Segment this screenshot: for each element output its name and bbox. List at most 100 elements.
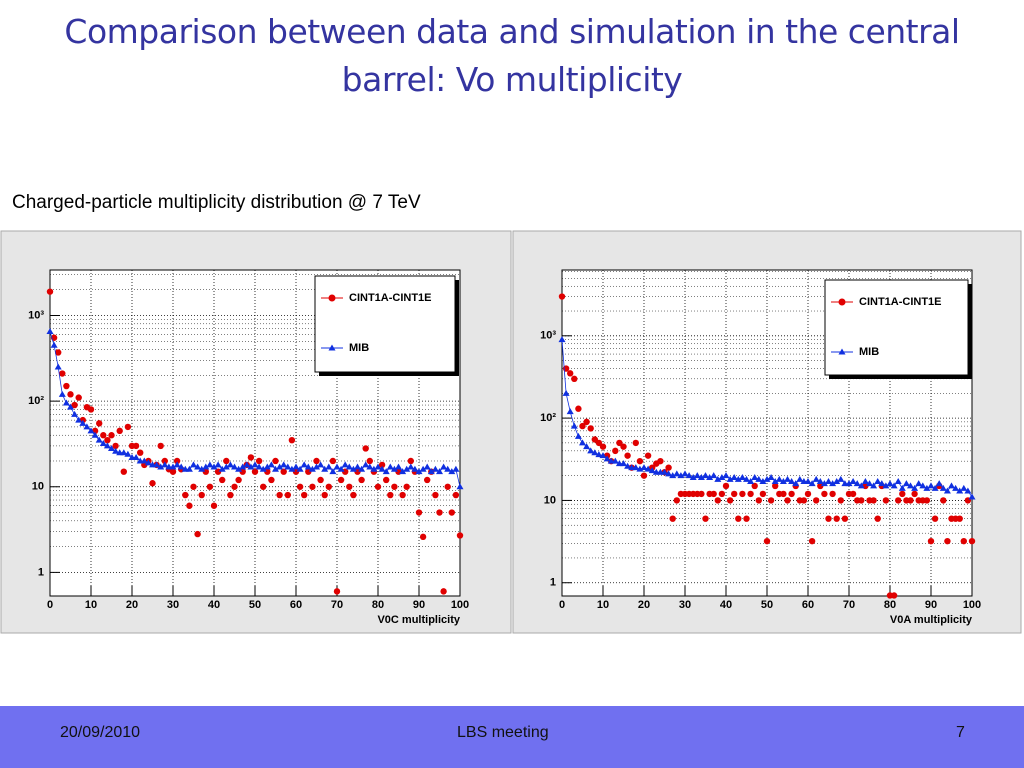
x-tick-label: 30: [167, 599, 179, 611]
y-tick-label: 10²: [28, 395, 44, 407]
data-point: [890, 482, 898, 489]
data-point: [796, 475, 804, 482]
data-point: [820, 480, 828, 487]
data-point: [288, 436, 296, 444]
y-tick-label: 10³: [540, 330, 556, 342]
data-point: [308, 465, 316, 472]
data-point: [743, 515, 750, 522]
data-point: [374, 463, 382, 470]
data-point: [284, 491, 291, 499]
data-point: [812, 475, 820, 482]
x-tick-label: 80: [372, 599, 384, 611]
data-point: [685, 472, 693, 479]
data-point: [346, 483, 353, 490]
data-point: [583, 443, 591, 450]
footer-event: LBS meeting: [457, 724, 549, 741]
data-point: [755, 497, 762, 504]
x-axis-label: V0A multiplicity: [890, 614, 973, 626]
data-point: [693, 472, 701, 479]
data-point: [231, 463, 238, 470]
data-point: [759, 490, 767, 498]
data-point: [358, 476, 365, 484]
data-point: [99, 440, 107, 447]
data-point: [968, 493, 976, 500]
data-point: [67, 403, 74, 410]
x-tick-label: 100: [963, 599, 981, 611]
data-point: [841, 515, 849, 522]
data-point: [153, 461, 161, 468]
data-point: [911, 484, 919, 491]
data-point: [866, 480, 873, 487]
data-point: [902, 480, 910, 487]
data-point: [231, 483, 238, 490]
x-tick-label: 80: [884, 599, 896, 611]
data-point: [566, 408, 574, 415]
data-point: [894, 477, 902, 484]
data-point: [247, 463, 255, 470]
data-point: [112, 442, 119, 450]
data-point: [644, 452, 652, 459]
data-point: [899, 490, 906, 498]
data-point: [313, 457, 320, 465]
data-point: [907, 497, 914, 504]
data-point: [574, 432, 582, 439]
data-point: [226, 461, 234, 468]
data-point: [714, 475, 722, 482]
data-point: [952, 484, 960, 491]
data-point: [640, 472, 648, 479]
data-point: [870, 497, 877, 504]
data-point: [853, 480, 861, 487]
data-point: [943, 487, 951, 494]
data-point: [624, 462, 632, 469]
data-point: [399, 468, 407, 475]
data-point: [870, 482, 878, 489]
y-tick-label: 1: [550, 577, 556, 589]
data-point: [190, 461, 197, 468]
data-point: [927, 482, 935, 489]
data-point: [772, 482, 779, 490]
data-point: [59, 370, 66, 377]
data-point: [874, 477, 882, 484]
data-point: [46, 328, 54, 335]
data-point: [263, 463, 271, 470]
data-point: [272, 457, 279, 465]
data-point: [251, 461, 259, 468]
data-point: [784, 497, 791, 504]
data-point: [157, 463, 165, 470]
data-point: [345, 463, 353, 470]
data-point: [424, 476, 431, 484]
data-point: [636, 457, 644, 465]
data-point: [419, 465, 427, 472]
data-point: [931, 515, 939, 522]
data-point: [235, 476, 242, 484]
data-point: [243, 461, 251, 468]
data-point: [103, 442, 111, 449]
data-point: [620, 460, 627, 467]
data-point: [689, 473, 697, 480]
data-point: [444, 483, 451, 490]
data-point: [321, 465, 329, 472]
data-point: [939, 484, 947, 491]
data-point: [923, 484, 931, 491]
data-point: [948, 482, 955, 489]
data-point: [120, 449, 128, 456]
data-point: [378, 465, 386, 472]
data-point: [444, 465, 452, 472]
data-point: [456, 483, 464, 490]
data-point: [67, 391, 74, 398]
data-point: [702, 515, 709, 522]
data-point: [751, 473, 759, 480]
data-point: [456, 532, 464, 539]
legend-marker: [328, 294, 336, 302]
x-tick-label: 30: [679, 599, 691, 611]
data-point: [100, 432, 107, 439]
data-point: [194, 530, 201, 538]
data-point: [591, 449, 599, 456]
data-point: [763, 537, 771, 545]
data-point: [624, 452, 631, 459]
data-point: [452, 491, 460, 499]
data-point: [260, 483, 267, 490]
data-point: [436, 468, 443, 475]
data-point: [448, 468, 456, 475]
data-point: [587, 447, 595, 454]
